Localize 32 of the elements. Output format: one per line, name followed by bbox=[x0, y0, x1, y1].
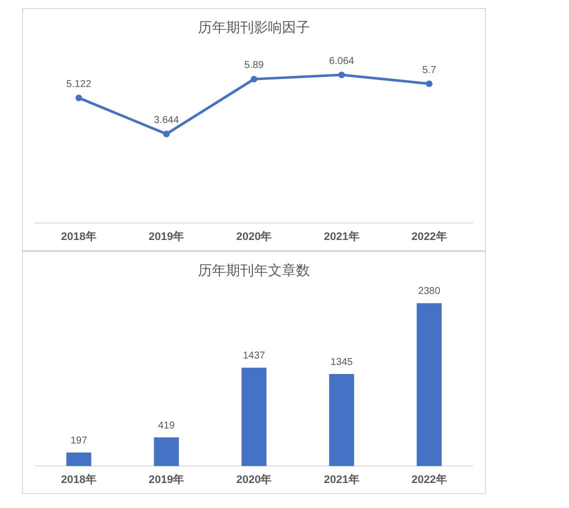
data-label: 5.7 bbox=[422, 64, 437, 76]
data-label: 2380 bbox=[418, 286, 441, 298]
data-label: 5.89 bbox=[244, 60, 264, 72]
data-label: 5.122 bbox=[66, 78, 92, 90]
x-tick-label: 2019年 bbox=[148, 230, 184, 243]
point bbox=[426, 80, 432, 88]
x-tick-label: 2020年 bbox=[236, 230, 272, 243]
bar bbox=[154, 437, 179, 466]
x-tick-label: 2020年 bbox=[236, 473, 272, 486]
point bbox=[76, 94, 82, 102]
x-tick-label: 2022年 bbox=[411, 230, 447, 243]
bar bbox=[329, 374, 354, 466]
data-label: 3.644 bbox=[154, 114, 180, 126]
data-label: 419 bbox=[158, 420, 176, 432]
point bbox=[163, 130, 170, 138]
x-tick-label: 2019年 bbox=[148, 473, 184, 486]
data-label: 1437 bbox=[242, 350, 266, 362]
x-tick-label: 2018年 bbox=[61, 473, 97, 486]
bar bbox=[416, 303, 442, 466]
data-label: 1345 bbox=[330, 357, 354, 368]
x-tick-label: 2022年 bbox=[411, 473, 447, 486]
x-tick-label: 2021年 bbox=[324, 473, 360, 486]
chart-title: 历年期刊影响因子 bbox=[198, 19, 310, 35]
x-tick-label: 2018年 bbox=[61, 230, 97, 243]
point bbox=[338, 72, 345, 78]
x-tick-label: 2021年 bbox=[324, 230, 360, 243]
bar bbox=[66, 452, 92, 466]
data-label: 6.064 bbox=[329, 56, 355, 67]
bar bbox=[242, 368, 266, 466]
chart-title: 历年期刊年文章数 bbox=[198, 262, 310, 278]
point bbox=[250, 76, 258, 82]
data-label: 197 bbox=[70, 436, 88, 447]
